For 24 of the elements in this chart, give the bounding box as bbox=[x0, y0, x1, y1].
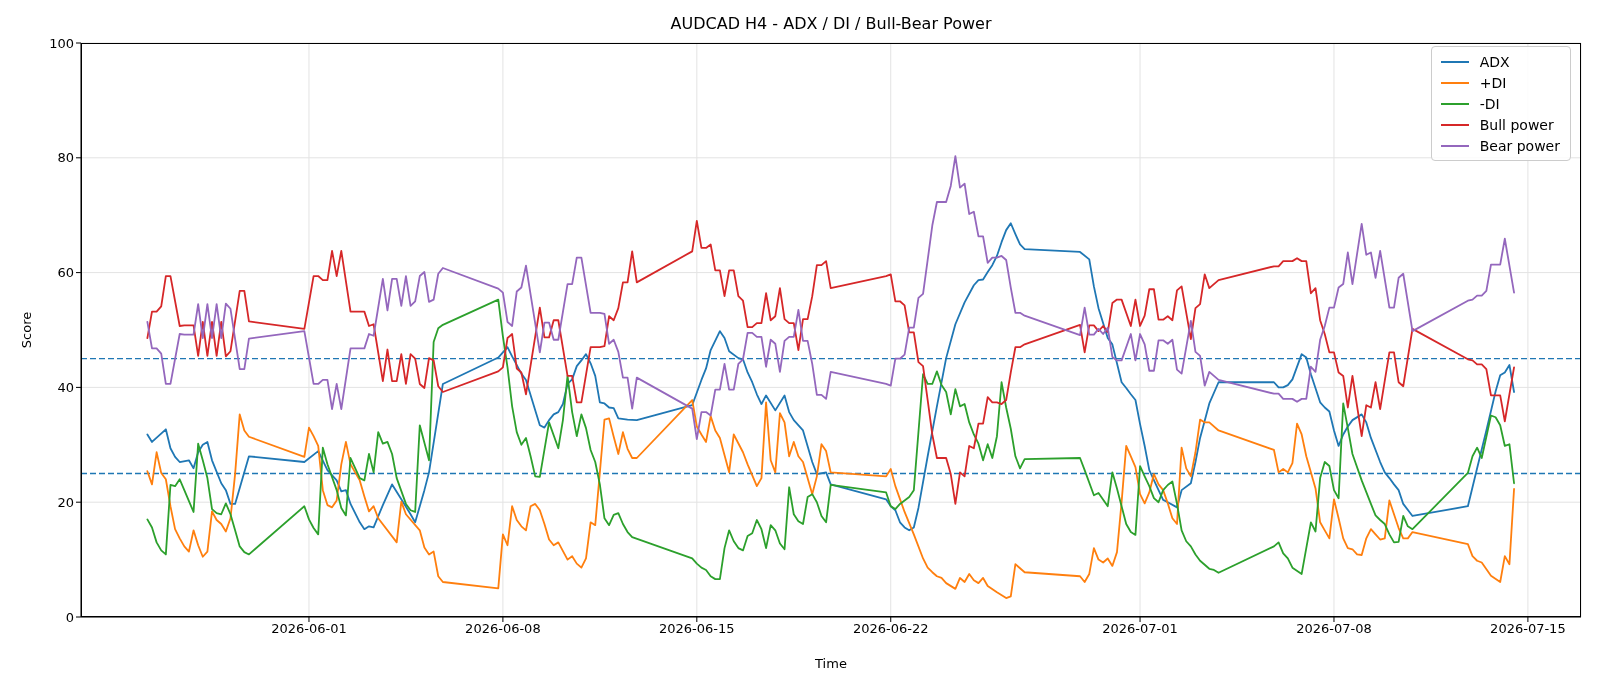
line-series bbox=[146, 155, 1515, 440]
x-tick-label: 2026-07-01 bbox=[1102, 621, 1178, 637]
chart-title: AUDCAD H4 - ADX / DI / Bull-Bear Power bbox=[669, 14, 993, 33]
x-tick-label: 2026-06-22 bbox=[852, 621, 929, 637]
x-tick-label: 2026-06-01 bbox=[271, 621, 347, 637]
legend-label: +DI bbox=[1479, 74, 1507, 91]
x-tick-label: 2026-07-15 bbox=[1490, 621, 1566, 637]
x-tick-label: 2026-07-08 bbox=[1296, 621, 1372, 637]
line-series bbox=[146, 399, 1515, 599]
legend-label: ADX bbox=[1479, 53, 1510, 70]
y-tick-label: 40 bbox=[57, 380, 74, 396]
y-tick-label: 100 bbox=[49, 35, 74, 51]
x-axis-title: Time bbox=[814, 656, 847, 671]
legend-label: Bear power bbox=[1479, 137, 1560, 154]
y-tick-label: 80 bbox=[57, 150, 74, 166]
y-tick-label: 0 bbox=[65, 609, 74, 625]
legend-label: Bull power bbox=[1479, 116, 1554, 133]
line-series bbox=[146, 298, 1515, 581]
legend-label: -DI bbox=[1479, 95, 1500, 112]
y-axis-title: Score bbox=[18, 311, 34, 349]
y-tick-label: 20 bbox=[57, 494, 74, 510]
x-tick-label: 2026-06-08 bbox=[465, 621, 541, 637]
y-tick-label: 60 bbox=[57, 265, 74, 281]
x-tick-label: 2026-06-15 bbox=[659, 621, 735, 637]
